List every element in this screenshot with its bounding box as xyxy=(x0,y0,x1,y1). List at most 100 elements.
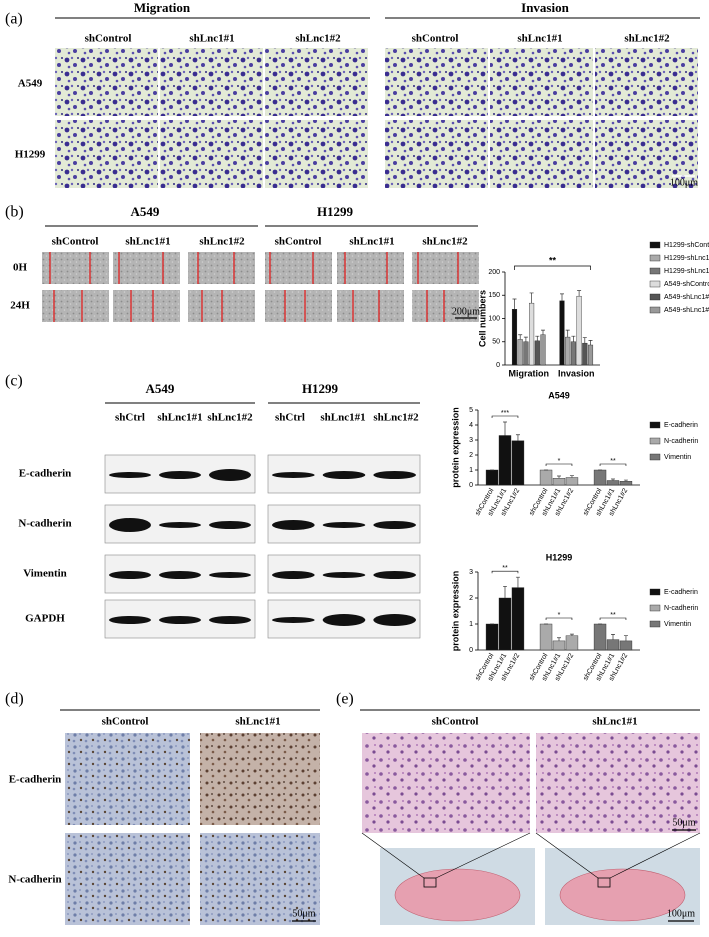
heading: Invasion xyxy=(521,0,569,15)
panel-label: (e) xyxy=(336,691,354,708)
error-bar xyxy=(557,637,561,641)
scale-label: 200μm xyxy=(452,306,480,317)
ihc-image xyxy=(65,833,190,925)
bar xyxy=(606,480,620,486)
ihc-image xyxy=(200,833,320,925)
transwell-image xyxy=(265,120,368,188)
error-bar xyxy=(518,334,523,340)
wound-image xyxy=(42,290,109,322)
band xyxy=(209,572,251,578)
band xyxy=(322,522,366,528)
column-label: shLnc1#1 xyxy=(517,33,562,45)
legend-label: Vimentin xyxy=(664,621,691,628)
bar xyxy=(485,469,499,486)
y-axis-label: protein expression xyxy=(450,571,460,652)
legend-label: N-cadherin xyxy=(664,438,698,445)
transwell-image xyxy=(160,48,263,116)
zoom-line xyxy=(535,832,599,879)
band xyxy=(272,571,315,579)
y-axis-label: Cell numbers xyxy=(477,290,487,347)
significance-bracket xyxy=(491,415,519,418)
bar xyxy=(619,640,633,651)
ihc-image xyxy=(200,733,320,825)
error-bar xyxy=(529,292,534,304)
wound-image xyxy=(265,252,332,284)
transwell-image xyxy=(160,120,263,188)
bar xyxy=(593,623,607,651)
column-label: shLnc1#2 xyxy=(199,236,245,248)
transwell-image xyxy=(490,120,593,188)
error-bar xyxy=(611,478,615,481)
legend-label: A549-shLnc1#1 xyxy=(664,294,709,301)
bar xyxy=(540,334,546,366)
transwell-image xyxy=(385,120,488,188)
wound-image xyxy=(412,252,479,284)
bar xyxy=(565,635,579,651)
wound-image xyxy=(337,252,404,284)
band xyxy=(272,617,315,623)
band xyxy=(109,616,151,624)
bar xyxy=(529,302,535,366)
y-tick-label: 1 xyxy=(469,621,473,628)
band xyxy=(209,469,251,481)
error-bar xyxy=(503,585,507,598)
row-label: Vimentin xyxy=(23,568,67,580)
legend-swatch xyxy=(649,620,661,628)
significance-bracket xyxy=(599,463,627,466)
significance-label: ** xyxy=(549,255,557,265)
row-label: E-cadherin xyxy=(9,774,62,786)
heading: Migration xyxy=(134,0,191,15)
y-tick-label: 1 xyxy=(469,467,473,474)
column-label: shControl xyxy=(85,33,132,45)
zoom-line xyxy=(361,832,425,879)
bar xyxy=(534,340,540,366)
column-label: shControl xyxy=(275,236,322,248)
row-label: E-cadherin xyxy=(19,468,72,480)
y-tick-label: 5 xyxy=(469,407,473,414)
bar xyxy=(576,295,582,366)
significance-label: ** xyxy=(610,612,616,619)
band xyxy=(209,521,251,529)
column-label: shLnc1#1 xyxy=(125,236,170,248)
transwell-image xyxy=(385,48,488,116)
row-label: GAPDH xyxy=(25,613,65,625)
significance-label: * xyxy=(558,458,561,465)
row-label: 24H xyxy=(10,300,30,312)
column-label: shLnc1#1 xyxy=(349,236,394,248)
bar xyxy=(523,341,529,366)
column-label: shLnc1#2 xyxy=(373,412,419,424)
y-tick-label: 50 xyxy=(492,339,500,346)
significance-bracket xyxy=(491,570,519,574)
legend-swatch xyxy=(649,306,661,314)
bar xyxy=(552,640,566,651)
legend-label: A549-shControl xyxy=(664,281,709,288)
bar xyxy=(565,336,571,366)
row-label: 0H xyxy=(13,262,28,274)
column-label: shLnc1#2 xyxy=(295,33,341,45)
x-tick-label: Invasion xyxy=(558,368,595,378)
band xyxy=(322,572,366,578)
significance-label: * xyxy=(558,612,561,619)
panel-label: (d) xyxy=(5,691,24,708)
transwell-image xyxy=(55,120,158,188)
bar xyxy=(485,623,499,651)
error-bar xyxy=(557,475,561,479)
bar xyxy=(619,481,633,486)
error-bar xyxy=(541,329,545,335)
panel-label: (c) xyxy=(5,373,23,390)
band xyxy=(159,471,201,479)
column-label: shLnc1#2 xyxy=(422,236,468,248)
bar xyxy=(517,339,523,366)
error-bar xyxy=(577,290,582,297)
legend-label: H1299-shControl xyxy=(664,242,709,249)
bar xyxy=(511,440,525,486)
column-label: shControl xyxy=(102,716,149,728)
error-bar xyxy=(623,635,628,641)
column-label: shControl xyxy=(412,33,459,45)
error-bar xyxy=(623,479,628,482)
error-bar xyxy=(535,335,540,341)
bar xyxy=(593,469,607,486)
band xyxy=(373,571,416,579)
column-label: shLnc1#1 xyxy=(592,716,637,728)
